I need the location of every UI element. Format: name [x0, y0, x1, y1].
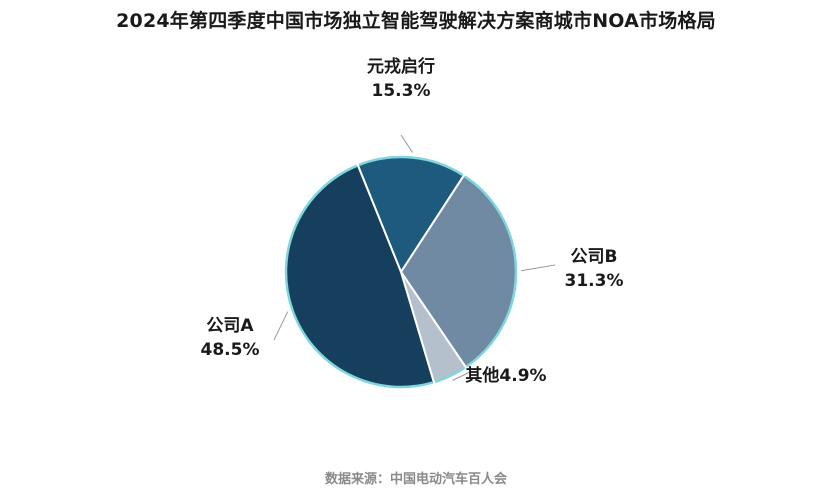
slice-4-name-label: 公司A — [206, 316, 254, 336]
slice-3-leader — [452, 371, 471, 381]
slice-4-leader — [273, 311, 289, 341]
slice-1-value-label: 15.3% — [372, 81, 431, 101]
slice-2-rim — [464, 175, 518, 368]
slice-3-label: 其他4.9% — [465, 365, 546, 386]
slice-2-value-label: 31.3% — [565, 271, 624, 291]
slice-3-rim — [434, 366, 466, 384]
source-note: 数据来源：中国电动汽车百人会 — [324, 472, 507, 487]
slice-1-name-label: 元戎启行 — [367, 56, 435, 77]
slice-2-name-label: 公司B — [571, 247, 618, 267]
slice-4-rim — [284, 164, 434, 389]
leader-lines — [273, 134, 556, 381]
slice-1-leader — [400, 134, 414, 153]
slice-1-rim — [358, 155, 464, 177]
slice-4-value-label: 48.5% — [201, 340, 260, 360]
slice-labels: 元戎启行 15.3% 公司B 31.3% 其他4.9% 公司A 48.5% — [201, 56, 624, 386]
chart-title: 2024年第四季度中国市场独立智能驾驶解决方案商城市NOA市场格局 — [116, 10, 716, 32]
slice-2-leader — [520, 264, 556, 272]
pie-slices — [284, 155, 518, 389]
